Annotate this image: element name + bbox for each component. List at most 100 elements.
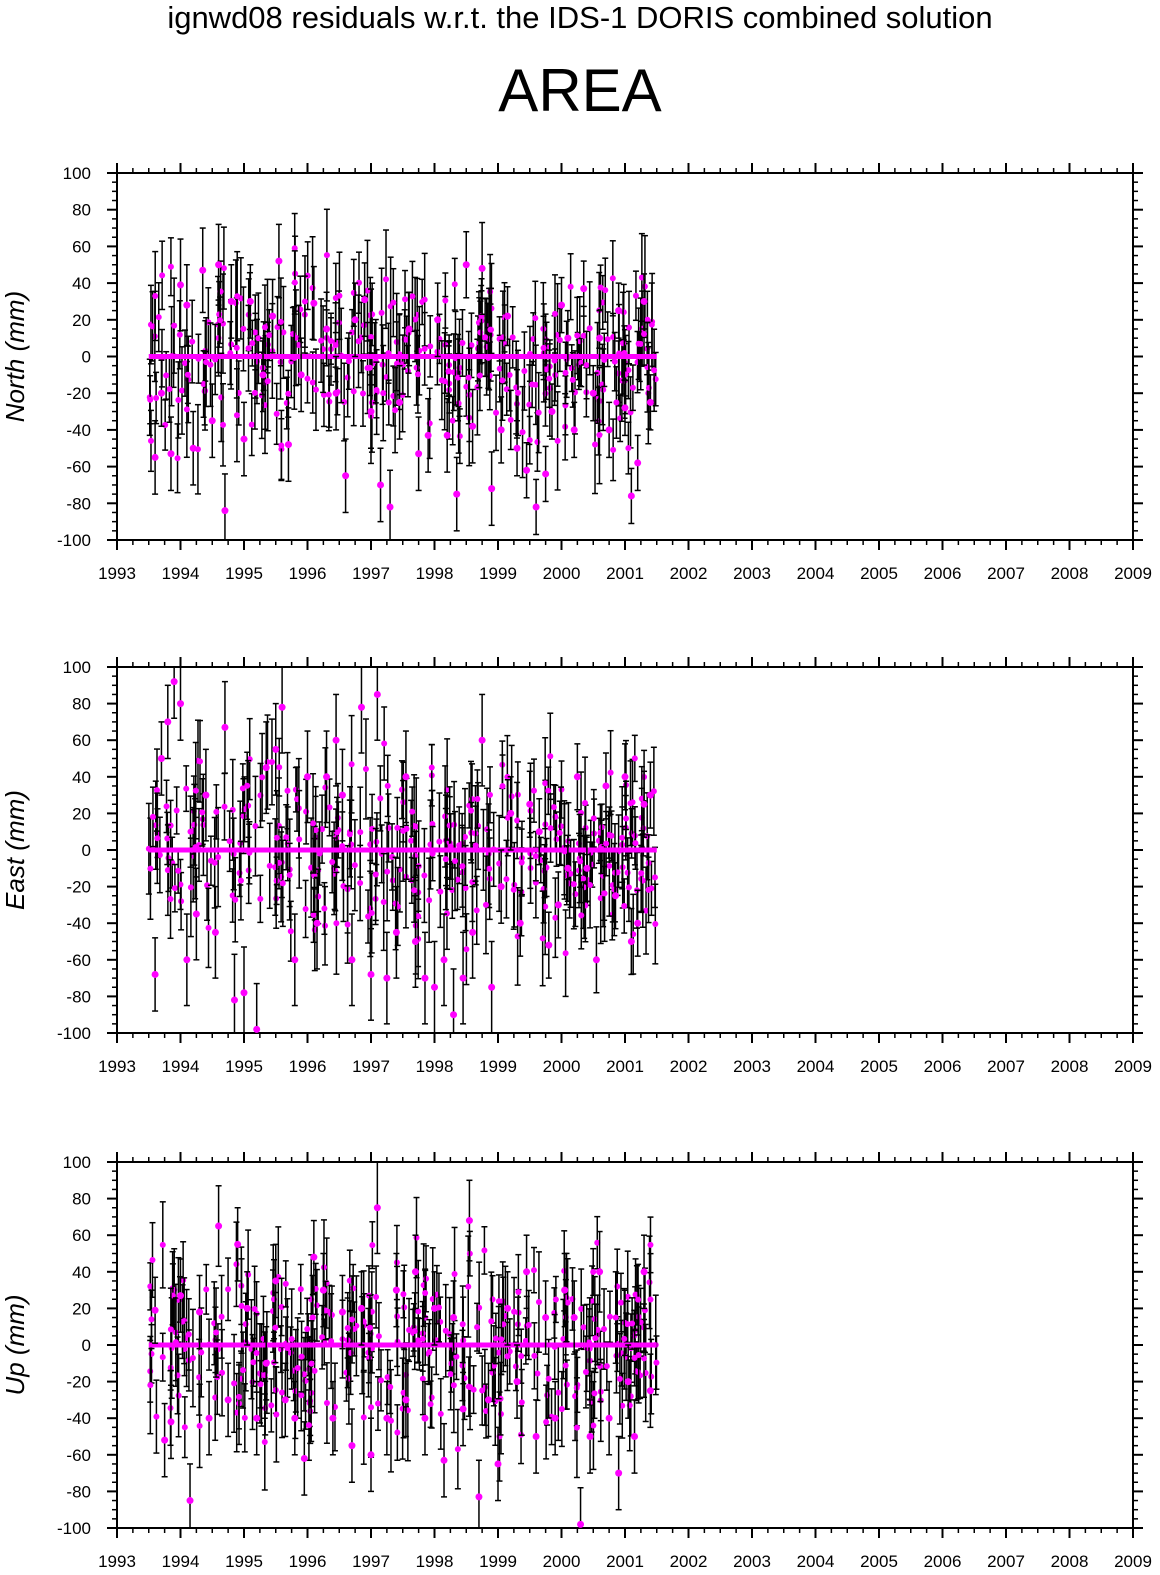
data-point	[551, 357, 558, 364]
data-point	[429, 820, 436, 827]
data-point	[606, 1313, 613, 1320]
data-point	[434, 316, 442, 324]
data-point	[556, 829, 563, 836]
data-point	[279, 880, 286, 887]
data-point	[621, 773, 629, 781]
data-point	[529, 381, 536, 388]
data-point	[233, 1409, 240, 1416]
data-point	[499, 377, 506, 384]
data-point	[574, 332, 581, 339]
data-point	[394, 824, 401, 831]
data-point	[570, 426, 578, 434]
data-point	[246, 297, 254, 305]
data-point	[547, 825, 554, 832]
data-point	[164, 867, 171, 874]
data-point	[546, 375, 553, 382]
data-point	[348, 761, 355, 768]
data-point	[233, 1261, 240, 1268]
data-point	[495, 1349, 502, 1356]
data-point	[351, 316, 359, 324]
data-point	[163, 803, 170, 810]
data-point	[368, 333, 375, 340]
data-point	[211, 859, 218, 866]
data-point	[153, 787, 160, 794]
data-point	[298, 1353, 305, 1360]
data-point	[304, 773, 311, 781]
data-point	[488, 1318, 495, 1325]
data-point	[231, 1380, 238, 1387]
y-tick-label: -80	[66, 1482, 91, 1501]
data-point	[301, 298, 308, 305]
data-point	[175, 867, 182, 874]
data-point	[547, 753, 554, 760]
x-tick-label: 1996	[289, 1552, 327, 1571]
data-point	[451, 1271, 458, 1278]
data-point	[488, 485, 496, 493]
data-point	[273, 410, 280, 417]
data-point	[612, 1314, 619, 1321]
data-point	[175, 1392, 182, 1399]
data-point	[373, 386, 380, 393]
data-point	[507, 416, 514, 423]
data-point	[401, 1304, 408, 1311]
data-point	[597, 895, 604, 902]
data-point	[366, 1324, 373, 1331]
data-point	[625, 324, 632, 331]
data-point	[163, 372, 170, 379]
data-point	[492, 1335, 499, 1342]
data-point	[357, 879, 364, 886]
data-point	[357, 829, 364, 836]
data-point	[514, 389, 521, 396]
data-point	[486, 865, 493, 872]
data-point	[518, 1353, 525, 1360]
data-point	[451, 281, 458, 288]
data-point	[539, 935, 546, 942]
data-point	[220, 421, 227, 428]
data-point	[583, 362, 590, 369]
data-point	[596, 431, 603, 438]
x-tick-label: 1999	[479, 1057, 517, 1076]
data-point	[349, 329, 356, 336]
data-point	[640, 297, 648, 305]
data-point	[646, 1279, 653, 1286]
x-tick-label: 2006	[924, 564, 962, 583]
data-point	[148, 1316, 155, 1323]
x-tick-label: 2002	[670, 564, 708, 583]
data-point	[615, 307, 623, 315]
y-tick-label: 100	[63, 1153, 91, 1172]
data-point	[264, 378, 271, 385]
data-point	[282, 1280, 289, 1287]
data-point	[225, 1286, 232, 1293]
data-point	[167, 263, 174, 270]
data-point	[154, 835, 161, 842]
data-point	[590, 1269, 597, 1276]
data-point	[255, 335, 262, 342]
data-point	[164, 835, 171, 842]
data-point	[421, 872, 428, 879]
data-point	[497, 883, 505, 891]
data-point	[287, 928, 294, 935]
data-point	[469, 928, 477, 936]
data-point	[453, 490, 461, 498]
data-point	[408, 837, 415, 844]
data-point	[582, 799, 589, 806]
data-point	[325, 391, 332, 398]
data-point	[638, 870, 645, 877]
data-point	[182, 360, 189, 367]
data-point	[535, 409, 542, 416]
data-point	[238, 1303, 245, 1310]
data-point	[632, 292, 639, 299]
data-point	[521, 368, 528, 375]
data-point	[466, 391, 473, 398]
data-point	[167, 450, 175, 458]
data-layer	[147, 1162, 660, 1528]
data-point	[375, 1333, 382, 1340]
data-point	[323, 325, 331, 333]
x-tick-label: 1999	[479, 1552, 517, 1571]
data-point	[592, 441, 599, 448]
x-tick-label: 1994	[162, 1552, 200, 1571]
data-point	[269, 312, 277, 320]
data-point	[486, 791, 493, 798]
data-point	[497, 426, 505, 434]
data-point	[534, 1370, 541, 1377]
